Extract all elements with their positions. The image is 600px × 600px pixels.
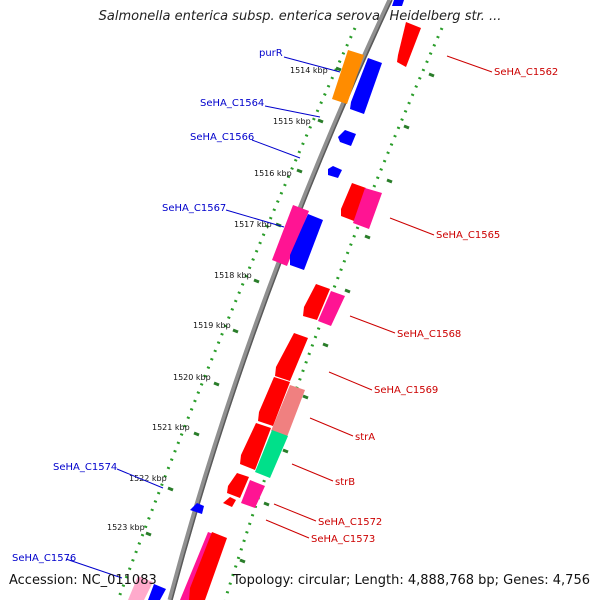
gene-arrow[interactable] [272, 205, 309, 266]
connector-line [446, 55, 493, 73]
gene-label-sehacl576[interactable]: SeHA_C1576 [12, 553, 76, 564]
gene-label-sehacl564[interactable]: SeHA_C1564 [200, 98, 264, 109]
gene-arrow[interactable] [275, 333, 308, 381]
gene-arrow[interactable] [303, 284, 330, 320]
tick-mark [263, 501, 270, 507]
gene-arrow[interactable] [341, 183, 366, 221]
gene-label-strA[interactable]: strA [355, 432, 375, 443]
gene-arrow[interactable] [338, 130, 356, 146]
connector-line [349, 315, 396, 334]
gene-label-sehacl568[interactable]: SeHA_C1568 [397, 329, 461, 340]
connector-line [389, 217, 435, 236]
connector-line [273, 503, 317, 522]
tick-mark [239, 558, 246, 564]
tick-mark [282, 448, 289, 454]
gene-arrow[interactable] [290, 214, 323, 270]
gene-arrow[interactable] [328, 166, 342, 178]
tick-mark [344, 288, 351, 294]
tick-mark [428, 72, 435, 78]
tick-label: 1516 kbp [254, 169, 292, 178]
gene-label-sehacl573[interactable]: SeHA_C1573 [311, 534, 375, 545]
gene-arrow[interactable] [258, 377, 290, 426]
tick-mark [335, 66, 342, 72]
tick-label: 1522 kbp [129, 474, 167, 483]
gene-label-strB[interactable]: strB [335, 477, 355, 488]
tick-mark [193, 431, 200, 437]
gene-label-purR[interactable]: purR [259, 48, 283, 59]
connector-line [265, 519, 310, 539]
gene-label-sehacl574[interactable]: SeHA_C1574 [53, 462, 117, 473]
tick-mark [317, 118, 324, 124]
tick-mark [386, 178, 393, 184]
gene-label-sehacl565[interactable]: SeHA_C1565 [436, 230, 500, 241]
gene-arrow[interactable] [392, 0, 404, 6]
left-label-connectors [65, 56, 341, 579]
gene-arrow[interactable] [332, 50, 364, 104]
gene-arrow[interactable] [227, 473, 249, 498]
tick-mark [403, 124, 410, 130]
tick-label: 1519 kbp [193, 321, 231, 330]
tick-mark [167, 486, 174, 492]
right-gene-labels: SeHA_C1562 SeHA_C1565 SeHA_C1568 SeHA_C1… [311, 67, 558, 545]
gene-arrow[interactable] [190, 503, 204, 514]
gene-arrow[interactable] [189, 532, 227, 600]
right-label-connectors [265, 55, 493, 539]
gene-label-sehacl562[interactable]: SeHA_C1562 [494, 67, 558, 78]
tick-label: 1517 kbp [234, 220, 272, 229]
tick-label: 1514 kbp [290, 66, 328, 75]
left-gene-labels: purR SeHA_C1564 SeHA_C1566 SeHA_C1567 Se… [12, 48, 283, 564]
connector-line [264, 105, 321, 118]
tick-mark [145, 531, 152, 537]
organism-title: Salmonella enterica subsp. enterica sero… [98, 9, 502, 24]
gene-arrow[interactable] [241, 480, 265, 508]
gene-label-sehacl572[interactable]: SeHA_C1572 [318, 517, 382, 528]
gene-label-sehacl569[interactable]: SeHA_C1569 [374, 385, 438, 396]
connector-line [116, 468, 164, 489]
gene-arrow[interactable] [223, 497, 236, 507]
gene-arrow[interactable] [128, 576, 153, 600]
tick-labels: 1514 kbp 1515 kbp 1516 kbp 1517 kbp 1518… [107, 66, 328, 532]
tick-label: 1518 kbp [214, 271, 252, 280]
gene-arrow[interactable] [350, 58, 382, 114]
tick-label: 1521 kbp [152, 423, 190, 432]
gene-arrow[interactable] [353, 188, 382, 229]
tick-mark [302, 394, 309, 400]
connector-line [309, 417, 354, 437]
tick-label: 1523 kbp [107, 523, 145, 532]
tick-mark [296, 168, 303, 174]
connector-line [283, 56, 341, 73]
accession-info: Accession: NC_011083 [9, 573, 157, 588]
tick-mark [322, 342, 329, 348]
gene-arrow[interactable] [318, 291, 345, 326]
gene-arrow[interactable] [240, 423, 271, 470]
gene-arrow[interactable] [397, 22, 421, 67]
tick-mark [364, 234, 371, 240]
gene-arrow[interactable] [271, 385, 305, 437]
connector-line [291, 463, 334, 482]
connector-line [251, 139, 301, 159]
tick-mark [253, 278, 260, 284]
tick-mark [232, 328, 239, 334]
gene-arrow[interactable] [148, 584, 166, 600]
connector-line [225, 209, 285, 228]
gene-label-sehacl566[interactable]: SeHA_C1566 [190, 132, 254, 143]
connector-line [65, 558, 123, 579]
forward-strand-genes [189, 22, 421, 600]
tick-label: 1520 kbp [173, 373, 211, 382]
gene-arrow[interactable] [255, 430, 288, 478]
tick-marks [145, 66, 342, 537]
tick-label: 1515 kbp [273, 117, 311, 126]
tick-marks-outer [239, 72, 435, 564]
tick-mark [213, 381, 220, 387]
topology-info: Topology: circular; Length: 4,888,768 bp… [232, 573, 590, 588]
gene-label-sehacl567[interactable]: SeHA_C1567 [162, 203, 226, 214]
connector-line [328, 371, 373, 391]
genome-backbone-shadow [171, 0, 393, 600]
